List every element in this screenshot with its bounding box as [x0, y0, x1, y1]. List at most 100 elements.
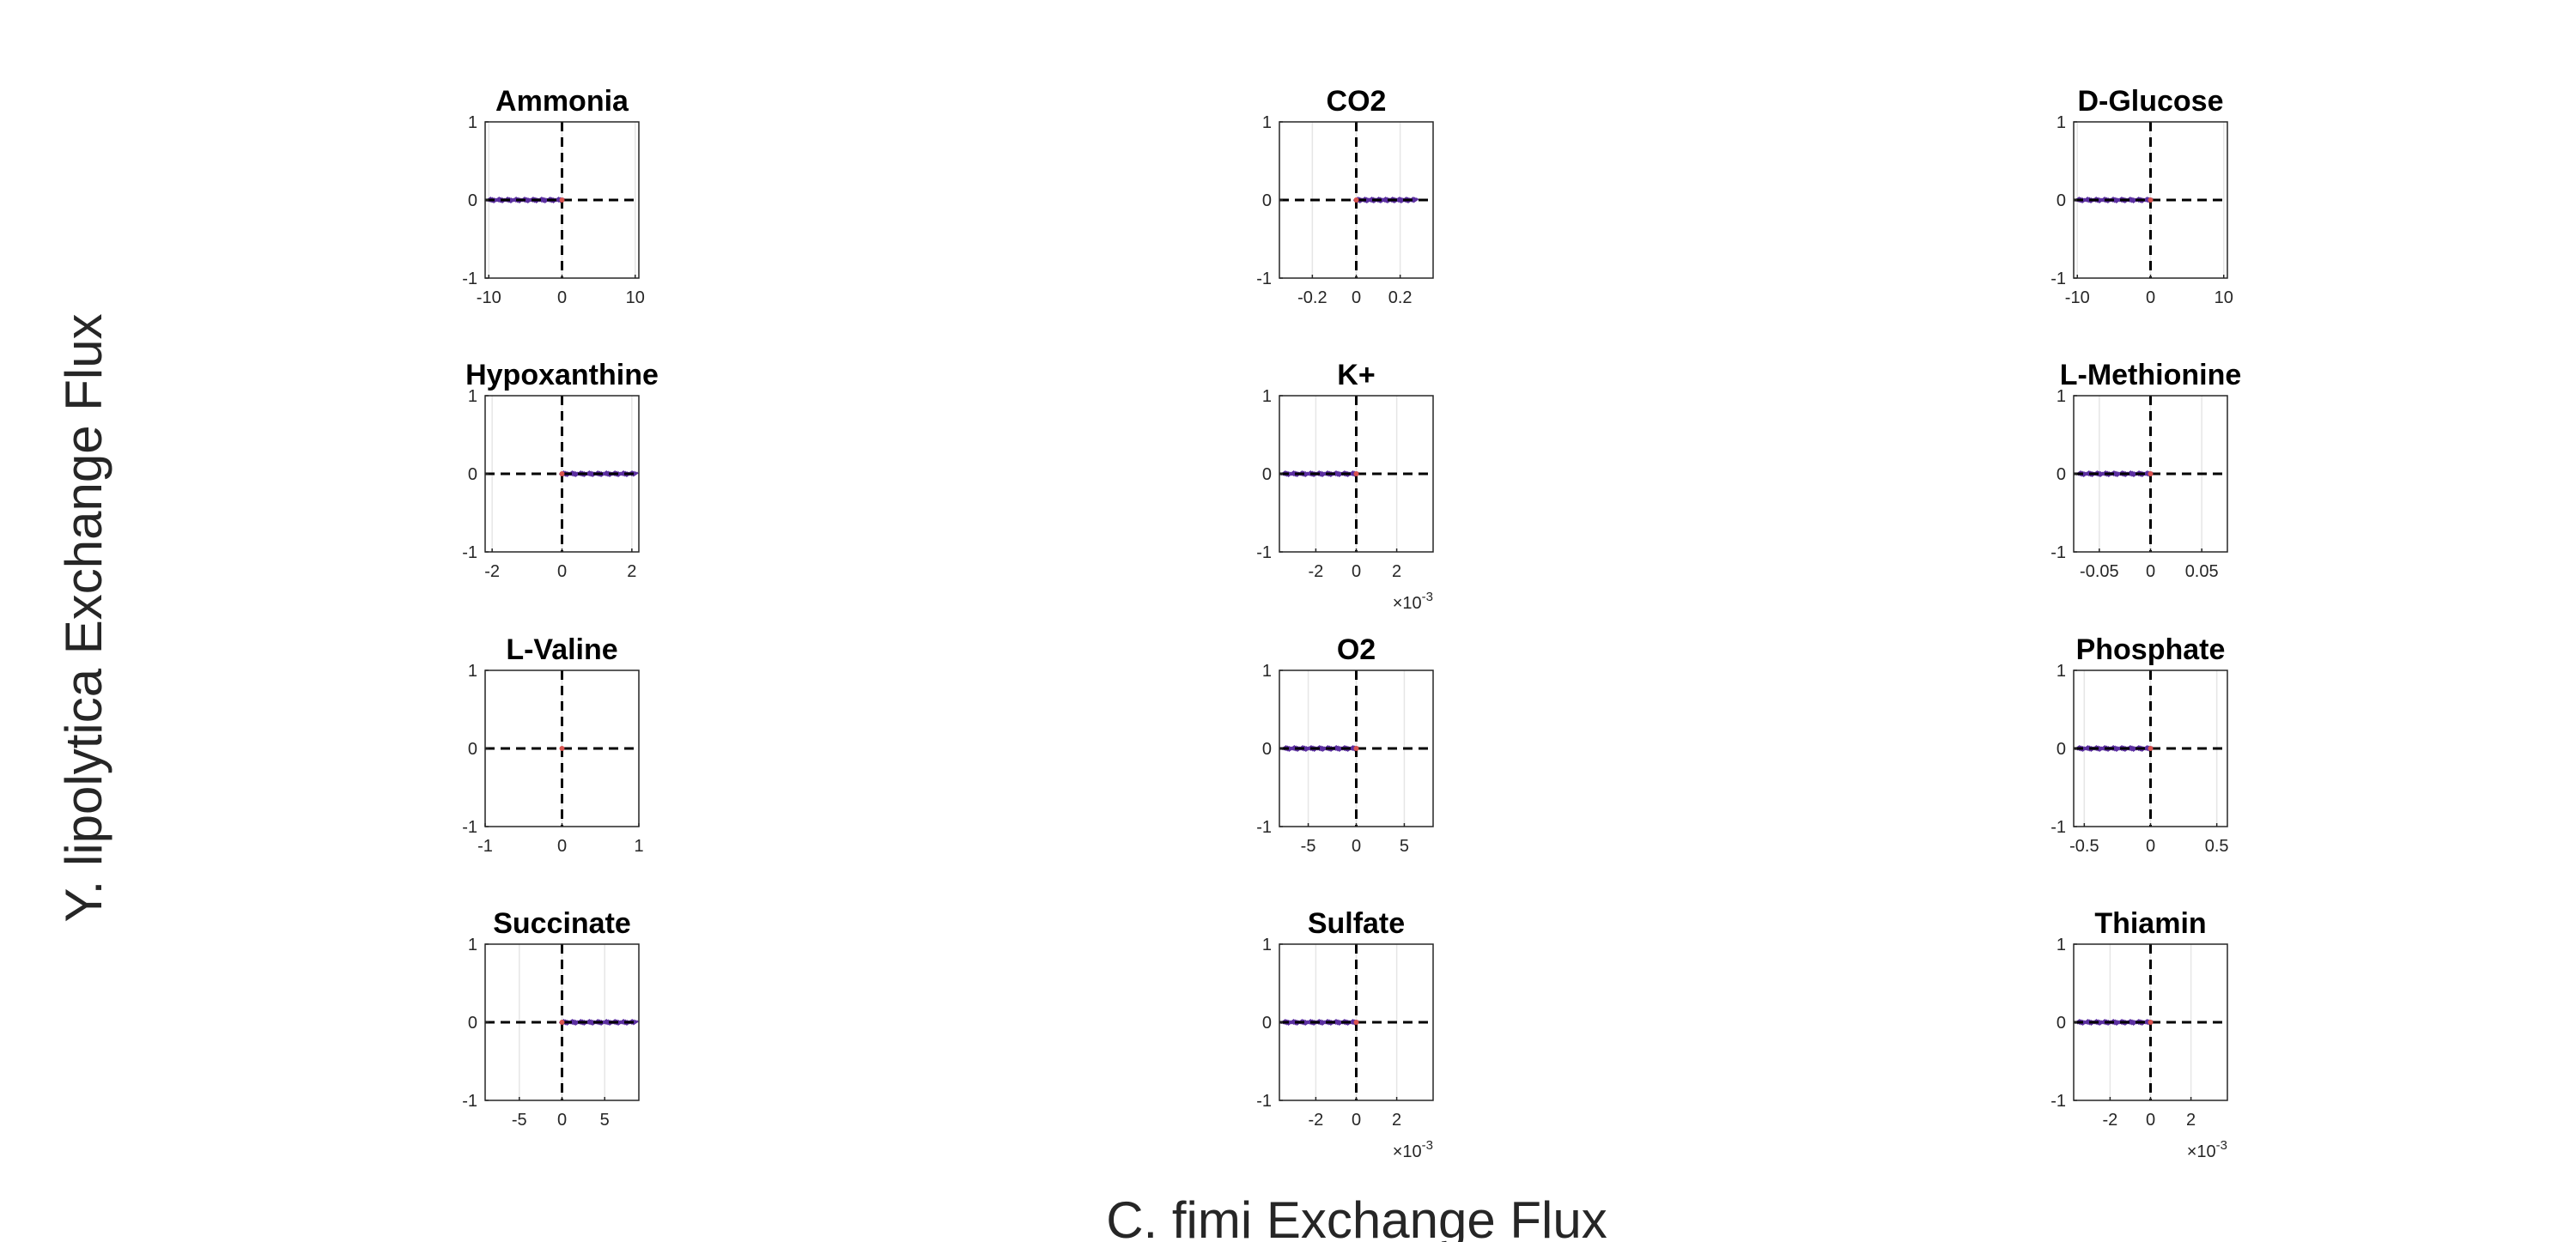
y-tick-label: 0	[468, 465, 477, 484]
data-point	[528, 196, 535, 203]
y-tick-label: 0	[1262, 465, 1272, 484]
data-point	[1397, 197, 1404, 203]
y-tick-label: 0	[468, 740, 477, 759]
y-tick-label: -1	[1256, 543, 1272, 562]
subplot-title: L-Methionine	[2060, 359, 2242, 391]
data-point	[1288, 1018, 1296, 1025]
data-point	[620, 470, 627, 476]
data-point	[1412, 197, 1419, 203]
subplot-co2: -0.2 0 0.2 -1 0 1 CO2	[1256, 85, 1434, 307]
x-tick-label: 0	[1352, 288, 1361, 307]
data-point	[1290, 1019, 1297, 1025]
data-point	[601, 1018, 608, 1025]
data-point	[2129, 745, 2136, 752]
data-point	[2082, 196, 2089, 203]
data-point	[620, 1019, 627, 1025]
data-point	[2099, 1018, 2106, 1025]
y-tick-label: 1	[2057, 936, 2066, 954]
x-tick-label: 1	[634, 837, 643, 856]
x-tick-label: 5	[600, 1111, 610, 1130]
subplot-phosphate: -0.5 0 0.5 -1 0 1 Phosphate	[2050, 633, 2228, 856]
y-tick-label: -1	[2050, 1092, 2066, 1111]
y-tick-label: 1	[468, 936, 477, 954]
y-tick-label: 1	[468, 387, 477, 406]
x-exponent-label: ×10-3	[2187, 1138, 2227, 1161]
subplot-title: Ammonia	[495, 85, 629, 118]
y-tick-label: 1	[1262, 936, 1272, 954]
subplot-title: O2	[1337, 633, 1376, 666]
data-point	[1290, 470, 1297, 476]
x-tick-label: -2	[484, 562, 500, 581]
subplot-o2: -5 0 5 -1 0 1 O2	[1256, 633, 1434, 856]
origin-marker	[559, 197, 565, 203]
x-tick-label: 0	[2146, 837, 2155, 856]
y-tick-label: 0	[1262, 1014, 1272, 1033]
x-exponent-label: ×10-3	[1393, 590, 1433, 613]
data-point	[511, 196, 518, 203]
subplot-title: Hypoxanthine	[465, 359, 659, 391]
data-point	[1289, 744, 1297, 751]
data-point	[586, 1019, 593, 1025]
y-tick-label: -1	[462, 270, 477, 288]
y-tick-label: -1	[1256, 270, 1272, 288]
figure-x-axis-label: C. fimi Exchange Flux	[1106, 1191, 1607, 1242]
subplot-title: K+	[1337, 359, 1375, 391]
x-tick-label: -10	[477, 288, 501, 307]
x-tick-label: 2	[2186, 1111, 2196, 1130]
y-tick-label: 0	[1262, 740, 1272, 759]
y-tick-label: 1	[1262, 662, 1272, 681]
x-tick-label: 5	[1400, 837, 1409, 856]
y-tick-label: -1	[462, 543, 477, 562]
subplot-sulfate: -2 0 2 -1 0 1 ×10-3 Sulfate	[1256, 907, 1434, 1161]
subplot-thiamin: -2 0 2 -1 0 1 ×10-3 Thiamin	[2050, 907, 2228, 1161]
data-point	[2129, 1019, 2136, 1026]
x-tick-label: 2	[1392, 1111, 1401, 1130]
data-point	[2082, 744, 2090, 751]
x-tick-label: -10	[2065, 288, 2090, 307]
x-tick-label: -5	[1301, 837, 1316, 856]
origin-marker	[1353, 197, 1359, 203]
data-point	[586, 470, 592, 476]
data-point	[587, 1019, 595, 1026]
y-tick-label: -1	[2050, 543, 2066, 562]
origin-marker	[2148, 746, 2154, 751]
data-point	[2084, 745, 2092, 751]
x-tick-label: 0	[557, 562, 567, 581]
y-tick-label: -1	[2050, 270, 2066, 288]
data-point	[2099, 744, 2106, 751]
data-point	[632, 471, 639, 477]
data-point	[2085, 470, 2093, 476]
data-point	[2129, 470, 2136, 477]
data-point	[570, 470, 578, 477]
x-tick-label: -5	[512, 1111, 527, 1130]
data-point	[603, 1019, 610, 1025]
data-point	[2129, 197, 2136, 203]
data-point	[495, 197, 502, 203]
data-point	[1334, 745, 1341, 752]
data-point	[2101, 197, 2108, 203]
data-point	[1306, 744, 1313, 751]
data-point	[2084, 1019, 2092, 1025]
data-point	[601, 470, 608, 476]
data-point	[1368, 197, 1375, 203]
y-tick-label: 1	[468, 662, 477, 681]
data-point	[1305, 1018, 1312, 1025]
y-tick-label: 0	[468, 1014, 477, 1033]
y-tick-label: -1	[1256, 818, 1272, 837]
y-tick-label: 0	[2057, 465, 2066, 484]
y-tick-label: 1	[1262, 387, 1272, 406]
x-tick-label: -0.5	[2069, 837, 2099, 856]
y-tick-label: 0	[1262, 191, 1272, 210]
subplot-title: Thiamin	[2094, 907, 2206, 940]
origin-marker	[2148, 1020, 2154, 1025]
origin-marker	[1353, 471, 1359, 476]
x-tick-label: 0	[1352, 837, 1361, 856]
data-point	[2082, 1018, 2090, 1025]
x-tick-label: 10	[626, 288, 645, 307]
data-point	[618, 470, 625, 476]
x-tick-label: -2	[1308, 562, 1323, 581]
figure-y-axis-label: Y. lipolytica Exchange Flux	[55, 313, 112, 922]
y-tick-label: -1	[2050, 818, 2066, 837]
